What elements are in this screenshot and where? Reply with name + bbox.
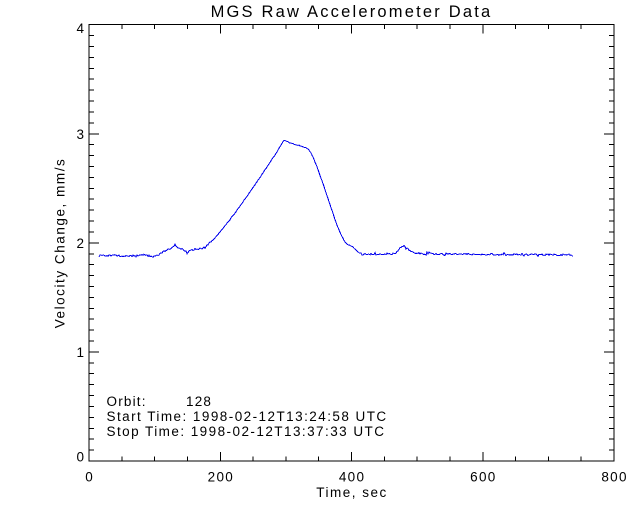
svg-text:200: 200 — [208, 469, 234, 484]
svg-text:Start Time: 1998-02-12T13:24:5: Start Time: 1998-02-12T13:24:58 UTC — [107, 409, 388, 424]
svg-text:Stop Time: 1998-02-12T13:37:33: Stop Time: 1998-02-12T13:37:33 UTC — [107, 424, 386, 439]
svg-text:MGS Raw Accelerometer Data: MGS Raw Accelerometer Data — [211, 3, 493, 21]
svg-text:3: 3 — [76, 127, 84, 142]
svg-text:1: 1 — [76, 345, 84, 360]
svg-text:2: 2 — [76, 236, 84, 251]
svg-text:4: 4 — [76, 21, 84, 36]
svg-text:600: 600 — [470, 469, 496, 484]
svg-text:800: 800 — [601, 469, 627, 484]
svg-text:Orbit:: Orbit: — [107, 394, 147, 409]
svg-text:400: 400 — [339, 469, 365, 484]
svg-text:0: 0 — [76, 449, 84, 464]
svg-text:Velocity Change, mm/s: Velocity Change, mm/s — [53, 158, 68, 329]
svg-text:0: 0 — [85, 469, 93, 484]
svg-text:Time, sec: Time, sec — [316, 485, 388, 500]
svg-text:128: 128 — [186, 394, 212, 409]
